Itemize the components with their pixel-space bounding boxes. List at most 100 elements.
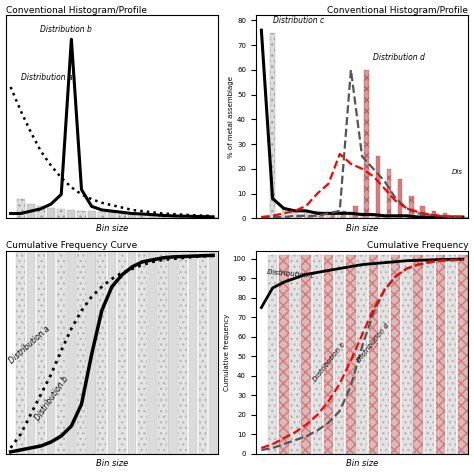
Bar	[37, 206, 45, 219]
Bar	[449, 217, 454, 219]
Text: Distribution c: Distribution c	[273, 16, 324, 25]
Bar	[57, 251, 65, 454]
Bar	[398, 179, 402, 219]
Bar	[382, 215, 387, 219]
Bar	[393, 216, 398, 219]
Bar	[465, 217, 470, 219]
Bar	[118, 251, 126, 454]
Bar	[275, 217, 279, 219]
Bar	[315, 211, 319, 219]
Bar	[47, 251, 55, 454]
X-axis label: Bin size: Bin size	[346, 224, 378, 233]
Bar	[447, 255, 456, 454]
Bar	[108, 251, 116, 454]
Bar	[427, 216, 431, 219]
Bar	[158, 215, 166, 219]
Text: Distribution d: Distribution d	[356, 322, 391, 363]
Bar	[286, 217, 291, 219]
Bar	[357, 255, 367, 454]
Bar	[454, 216, 458, 219]
Bar	[349, 213, 353, 219]
Bar	[436, 255, 445, 454]
Bar	[138, 251, 146, 454]
Bar	[270, 33, 275, 219]
Bar	[371, 215, 375, 219]
Bar	[67, 251, 76, 454]
Bar	[405, 216, 409, 219]
Bar	[27, 251, 35, 454]
Text: Cumulative Frequency: Cumulative Frequency	[367, 241, 468, 250]
Bar	[158, 251, 167, 454]
Bar	[87, 251, 96, 454]
Bar	[416, 216, 420, 219]
Bar	[118, 213, 126, 219]
Text: Distribution e: Distribution e	[312, 341, 346, 383]
Bar	[402, 255, 411, 454]
Bar	[461, 217, 465, 219]
Bar	[189, 216, 197, 219]
Bar	[169, 216, 177, 219]
Text: Distribution a: Distribution a	[8, 324, 52, 365]
Bar	[304, 211, 309, 219]
Bar	[148, 215, 156, 219]
Bar	[17, 251, 25, 454]
Bar	[128, 213, 136, 219]
X-axis label: Bin size: Bin size	[346, 459, 378, 468]
Bar	[57, 209, 65, 219]
Bar	[290, 255, 300, 454]
Bar	[309, 216, 313, 219]
Bar	[409, 196, 414, 219]
Bar	[36, 251, 46, 454]
Bar	[108, 212, 116, 219]
Bar	[342, 211, 346, 219]
Bar	[312, 255, 322, 454]
Y-axis label: % of metal assemblage: % of metal assemblage	[228, 76, 234, 158]
Bar	[77, 211, 86, 219]
Bar	[380, 255, 389, 454]
Bar	[458, 255, 468, 454]
Text: Distribution b: Distribution b	[40, 25, 92, 34]
Bar	[128, 251, 137, 454]
Text: Cumulative Frequency Curve: Cumulative Frequency Curve	[6, 241, 137, 250]
Bar	[413, 255, 423, 454]
Bar	[279, 255, 289, 454]
Bar	[88, 211, 96, 219]
Bar	[391, 255, 401, 454]
Bar	[297, 216, 301, 219]
Bar	[335, 255, 345, 454]
Bar	[353, 206, 358, 219]
Bar	[319, 215, 324, 219]
Bar	[431, 211, 436, 219]
Text: Conventional Histogram/Profile: Conventional Histogram/Profile	[328, 6, 468, 15]
Bar	[168, 251, 177, 454]
Bar	[420, 206, 425, 219]
Bar	[148, 251, 157, 454]
Bar	[365, 70, 369, 219]
Bar	[47, 208, 55, 219]
Bar	[438, 217, 443, 219]
Bar	[179, 251, 187, 454]
Bar	[282, 209, 286, 219]
Text: Distribution d: Distribution d	[374, 53, 425, 62]
X-axis label: Bin size: Bin size	[96, 224, 128, 233]
Bar	[138, 215, 146, 219]
Bar	[98, 251, 106, 454]
Text: Dis: Dis	[452, 169, 463, 175]
Bar	[77, 251, 86, 454]
Bar	[17, 199, 25, 219]
Bar	[324, 255, 333, 454]
Bar	[199, 217, 207, 219]
Bar	[387, 169, 391, 219]
Bar	[209, 251, 218, 454]
Bar	[369, 255, 378, 454]
Y-axis label: Cumulative frequency: Cumulative frequency	[224, 314, 230, 391]
Bar	[209, 217, 217, 219]
Bar	[98, 212, 106, 219]
X-axis label: Bin size: Bin size	[96, 459, 128, 468]
Bar	[179, 216, 187, 219]
Bar	[67, 210, 75, 219]
Bar	[268, 255, 277, 454]
Text: Distribution a: Distribution a	[21, 73, 73, 82]
Bar	[375, 156, 380, 219]
Bar	[293, 211, 297, 219]
